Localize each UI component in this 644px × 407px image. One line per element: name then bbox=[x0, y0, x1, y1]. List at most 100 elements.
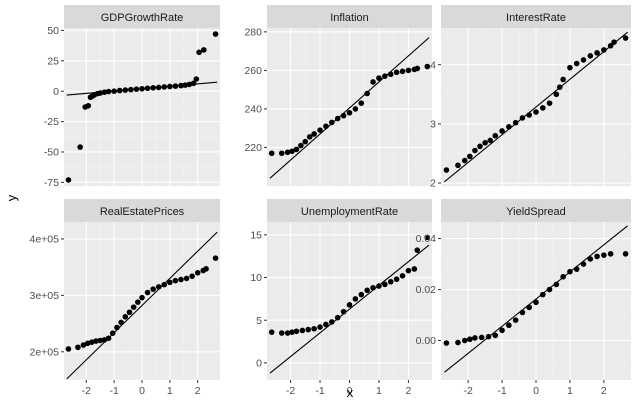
facet-strip-label: GDPGrowthRate bbox=[101, 12, 184, 24]
sample-point bbox=[467, 153, 473, 160]
sample-point bbox=[424, 63, 431, 70]
y-tick-label: -75 bbox=[44, 177, 59, 189]
sample-point bbox=[268, 150, 275, 157]
sample-point bbox=[305, 326, 312, 333]
sample-point bbox=[622, 35, 629, 41]
y-tick-label: 3 bbox=[430, 118, 436, 130]
sample-point bbox=[533, 109, 539, 115]
sample-point bbox=[167, 279, 173, 286]
sample-point bbox=[370, 284, 376, 291]
grid-lines bbox=[267, 28, 432, 186]
y-tick-label: -25 bbox=[44, 116, 59, 128]
sample-point bbox=[178, 276, 184, 283]
y-tick-label: 10 bbox=[250, 272, 262, 284]
sample-point bbox=[399, 273, 406, 279]
x-tick-label: 0 bbox=[347, 385, 353, 397]
y-tick-label: 2e+05 bbox=[30, 346, 60, 358]
sample-point bbox=[411, 266, 418, 272]
sample-point bbox=[622, 251, 629, 257]
sample-point bbox=[594, 50, 600, 56]
y-tick-label: 5 bbox=[256, 315, 262, 327]
sample-point bbox=[455, 162, 461, 169]
sample-point bbox=[278, 150, 285, 157]
sample-points bbox=[268, 63, 431, 157]
sample-points bbox=[443, 251, 629, 346]
sample-point bbox=[302, 138, 309, 145]
sample-point bbox=[65, 346, 72, 352]
sample-point bbox=[492, 132, 499, 139]
sample-point bbox=[167, 83, 173, 90]
sample-point bbox=[65, 177, 72, 183]
sample-point bbox=[298, 142, 304, 149]
sample-point bbox=[109, 330, 116, 336]
qq-reference-line bbox=[269, 37, 430, 179]
sample-point bbox=[150, 286, 156, 292]
sample-point bbox=[546, 100, 553, 106]
sample-point bbox=[580, 261, 587, 267]
sample-point bbox=[183, 275, 190, 282]
sample-point bbox=[317, 127, 323, 133]
sample-point bbox=[393, 69, 400, 76]
sample-point bbox=[352, 296, 359, 302]
x-axis-title: x bbox=[347, 385, 354, 400]
sample-point bbox=[607, 42, 614, 49]
y-tick-label: -50 bbox=[44, 147, 59, 159]
facet-strip bbox=[441, 5, 631, 28]
y-tick-label: 0 bbox=[256, 358, 262, 370]
sample-point bbox=[594, 253, 600, 260]
sample-point bbox=[139, 85, 145, 92]
sample-point bbox=[399, 68, 406, 75]
sample-point bbox=[506, 322, 512, 329]
sample-point bbox=[178, 82, 184, 89]
sample-point bbox=[161, 281, 168, 288]
sample-point bbox=[340, 112, 347, 119]
sample-point bbox=[306, 134, 313, 140]
sample-point bbox=[135, 299, 141, 305]
y-tick-label: 50 bbox=[47, 25, 59, 37]
y-tick-label: 0.02 bbox=[416, 284, 437, 296]
sample-point bbox=[472, 335, 478, 341]
sample-point bbox=[101, 89, 108, 95]
sample-point bbox=[299, 327, 306, 334]
sample-point bbox=[512, 317, 519, 323]
sample-point bbox=[376, 283, 382, 289]
sample-point bbox=[139, 294, 145, 301]
y-tick-label: 4e+05 bbox=[30, 234, 60, 246]
sample-point bbox=[492, 332, 499, 339]
sample-point bbox=[485, 333, 492, 340]
x-tick-label: -2 bbox=[463, 385, 472, 397]
y-tick-label: 25 bbox=[47, 55, 59, 67]
sample-point bbox=[334, 115, 341, 122]
sample-point bbox=[580, 57, 587, 63]
sample-point bbox=[533, 299, 539, 306]
sample-point bbox=[424, 234, 431, 241]
sample-points bbox=[443, 35, 629, 173]
grid-lines bbox=[64, 28, 220, 186]
sample-point bbox=[364, 287, 370, 294]
sample-point bbox=[467, 336, 473, 343]
sample-point bbox=[567, 64, 573, 71]
sample-point bbox=[311, 131, 317, 137]
sample-point bbox=[443, 167, 450, 173]
sample-point bbox=[477, 143, 483, 150]
facet-strip-label: InterestRate bbox=[506, 12, 566, 24]
sample-point bbox=[573, 60, 580, 67]
facet-yield-spread: YieldSpread 0.00 0.02 0.04 -2 -1 0 1 2 bbox=[416, 199, 631, 397]
sample-point bbox=[155, 284, 162, 290]
x-tick-label: 2 bbox=[195, 385, 201, 397]
sample-point bbox=[567, 268, 573, 275]
sample-point bbox=[461, 337, 468, 344]
sample-point bbox=[607, 251, 614, 257]
x-tick-label: -1 bbox=[315, 385, 324, 397]
sample-point bbox=[155, 84, 162, 91]
sample-points bbox=[65, 31, 219, 183]
sample-point bbox=[358, 291, 365, 298]
facet-strip bbox=[64, 5, 220, 28]
x-tick-label: 2 bbox=[406, 385, 412, 397]
sample-point bbox=[122, 314, 129, 320]
qq-reference-line bbox=[66, 231, 218, 380]
sample-point bbox=[414, 247, 421, 253]
facet-strip bbox=[441, 199, 631, 222]
x-tick-label: 0 bbox=[533, 385, 539, 397]
